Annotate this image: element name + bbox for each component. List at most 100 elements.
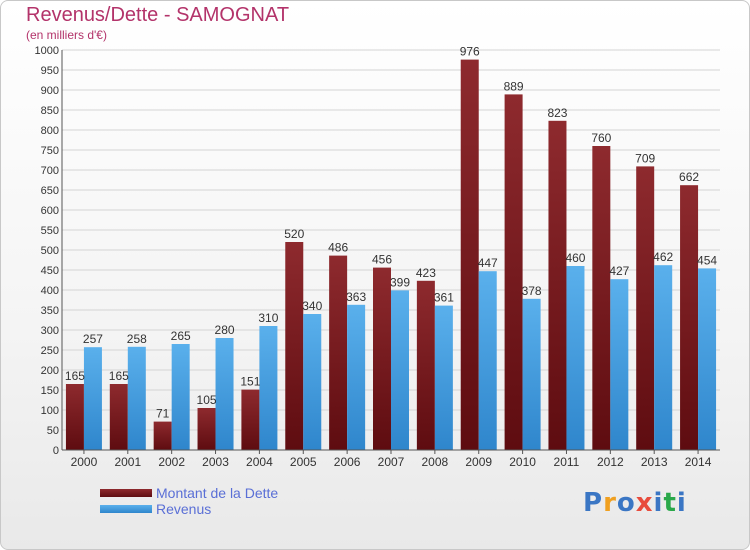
data-label-dette: 823 xyxy=(547,106,567,120)
data-label-revenus: 399 xyxy=(390,275,410,289)
legend-swatch-revenus xyxy=(100,505,152,513)
y-tick-label: 100 xyxy=(41,405,59,417)
y-tick-label: 850 xyxy=(41,105,59,117)
bar-dette xyxy=(460,59,479,450)
bar-revenus xyxy=(215,338,234,450)
logo-letter: t xyxy=(663,488,677,518)
data-label-dette: 662 xyxy=(679,170,699,184)
x-tick-label: 2003 xyxy=(202,455,229,469)
y-tick-label: 700 xyxy=(41,165,59,177)
bar-revenus xyxy=(391,290,409,450)
y-tick-label: 0 xyxy=(53,445,59,457)
data-label-revenus: 447 xyxy=(478,256,498,270)
bar-revenus xyxy=(654,265,673,450)
data-label-revenus: 265 xyxy=(171,329,191,343)
x-tick-label: 2009 xyxy=(465,455,492,469)
data-label-revenus: 257 xyxy=(83,332,103,346)
y-tick-label: 1000 xyxy=(35,45,59,57)
bar-revenus xyxy=(171,344,190,450)
y-tick-label: 150 xyxy=(41,385,59,397)
bar-dette xyxy=(416,280,435,450)
logo-letter: i xyxy=(676,488,687,518)
bar-revenus xyxy=(259,326,278,450)
y-tick-label: 500 xyxy=(41,245,59,257)
bar-dette xyxy=(285,242,304,450)
x-tick-label: 2005 xyxy=(290,455,317,469)
bar-dette xyxy=(153,421,172,450)
proxiti-logo: Proxiti xyxy=(583,488,687,518)
y-tick-label: 600 xyxy=(41,205,59,217)
data-label-dette: 456 xyxy=(372,253,392,267)
y-tick-label: 950 xyxy=(41,65,59,77)
data-label-dette: 976 xyxy=(460,45,480,59)
y-tick-label: 200 xyxy=(41,365,59,377)
data-label-revenus: 258 xyxy=(127,332,147,346)
data-label-revenus: 361 xyxy=(434,291,454,305)
bar-revenus xyxy=(347,304,366,450)
data-label-revenus: 460 xyxy=(565,251,585,265)
bar-revenus xyxy=(566,266,585,450)
x-tick-label: 2011 xyxy=(554,455,580,469)
data-label-revenus: 363 xyxy=(346,290,366,304)
logo-letter: i xyxy=(653,488,664,518)
y-tick-label: 400 xyxy=(41,285,59,297)
bar-dette xyxy=(197,408,216,450)
x-tick-label: 2013 xyxy=(641,455,668,469)
y-tick-label: 550 xyxy=(41,225,59,237)
bar-revenus xyxy=(434,305,453,450)
data-label-dette: 105 xyxy=(197,393,217,407)
bar-dette xyxy=(592,146,611,450)
data-label-dette: 151 xyxy=(240,375,260,389)
y-tick-label: 250 xyxy=(41,345,59,357)
x-tick-label: 2012 xyxy=(597,455,624,469)
data-label-dette: 71 xyxy=(156,407,170,421)
x-tick-label: 2014 xyxy=(685,455,712,469)
bar-dette xyxy=(548,120,567,451)
data-label-revenus: 462 xyxy=(653,250,673,264)
data-label-dette: 486 xyxy=(328,241,348,255)
y-tick-label: 650 xyxy=(41,185,59,197)
y-tick-label: 350 xyxy=(41,305,59,317)
data-label-dette: 709 xyxy=(635,151,655,165)
logo-letter: P xyxy=(583,488,604,518)
bar-dette xyxy=(109,384,128,450)
legend-label-dette: Montant de la Dette xyxy=(156,485,279,501)
bar-revenus xyxy=(83,347,102,450)
y-tick-label: 50 xyxy=(47,425,59,437)
chart-title: Revenus/Dette - SAMOGNAT xyxy=(26,4,290,26)
x-tick-label: 2002 xyxy=(158,455,185,469)
bar-revenus xyxy=(698,268,717,450)
legend-label-revenus: Revenus xyxy=(156,501,212,517)
bar-revenus xyxy=(303,314,322,450)
logo-letter: o xyxy=(616,488,636,518)
x-tick-label: 2001 xyxy=(114,455,141,469)
bar-dette xyxy=(680,185,699,450)
x-tick-label: 2004 xyxy=(246,455,273,469)
data-label-revenus: 427 xyxy=(609,264,629,278)
bar-dette xyxy=(504,94,523,451)
data-label-dette: 889 xyxy=(504,79,524,93)
data-label-dette: 165 xyxy=(65,369,85,383)
y-tick-label: 900 xyxy=(41,85,59,97)
bar-revenus xyxy=(127,346,146,450)
data-label-revenus: 340 xyxy=(302,299,322,313)
bar-revenus xyxy=(522,298,541,450)
data-label-revenus: 310 xyxy=(258,311,278,325)
y-tick-label: 300 xyxy=(41,325,59,337)
y-tick-label: 450 xyxy=(41,265,59,277)
logo-letter: x xyxy=(635,488,654,518)
bar-revenus xyxy=(478,271,497,450)
data-label-dette: 423 xyxy=(416,266,436,280)
data-label-revenus: 378 xyxy=(522,284,542,298)
x-tick-label: 2006 xyxy=(334,455,361,469)
logo-letter: r xyxy=(603,488,617,518)
bar-dette xyxy=(329,255,348,450)
bar-dette xyxy=(636,166,655,450)
data-label-revenus: 454 xyxy=(697,253,717,267)
data-label-dette: 760 xyxy=(591,131,611,145)
data-label-dette: 165 xyxy=(109,369,129,383)
x-tick-label: 2008 xyxy=(422,455,449,469)
x-tick-label: 2010 xyxy=(509,455,536,469)
x-tick-label: 2007 xyxy=(378,455,405,469)
